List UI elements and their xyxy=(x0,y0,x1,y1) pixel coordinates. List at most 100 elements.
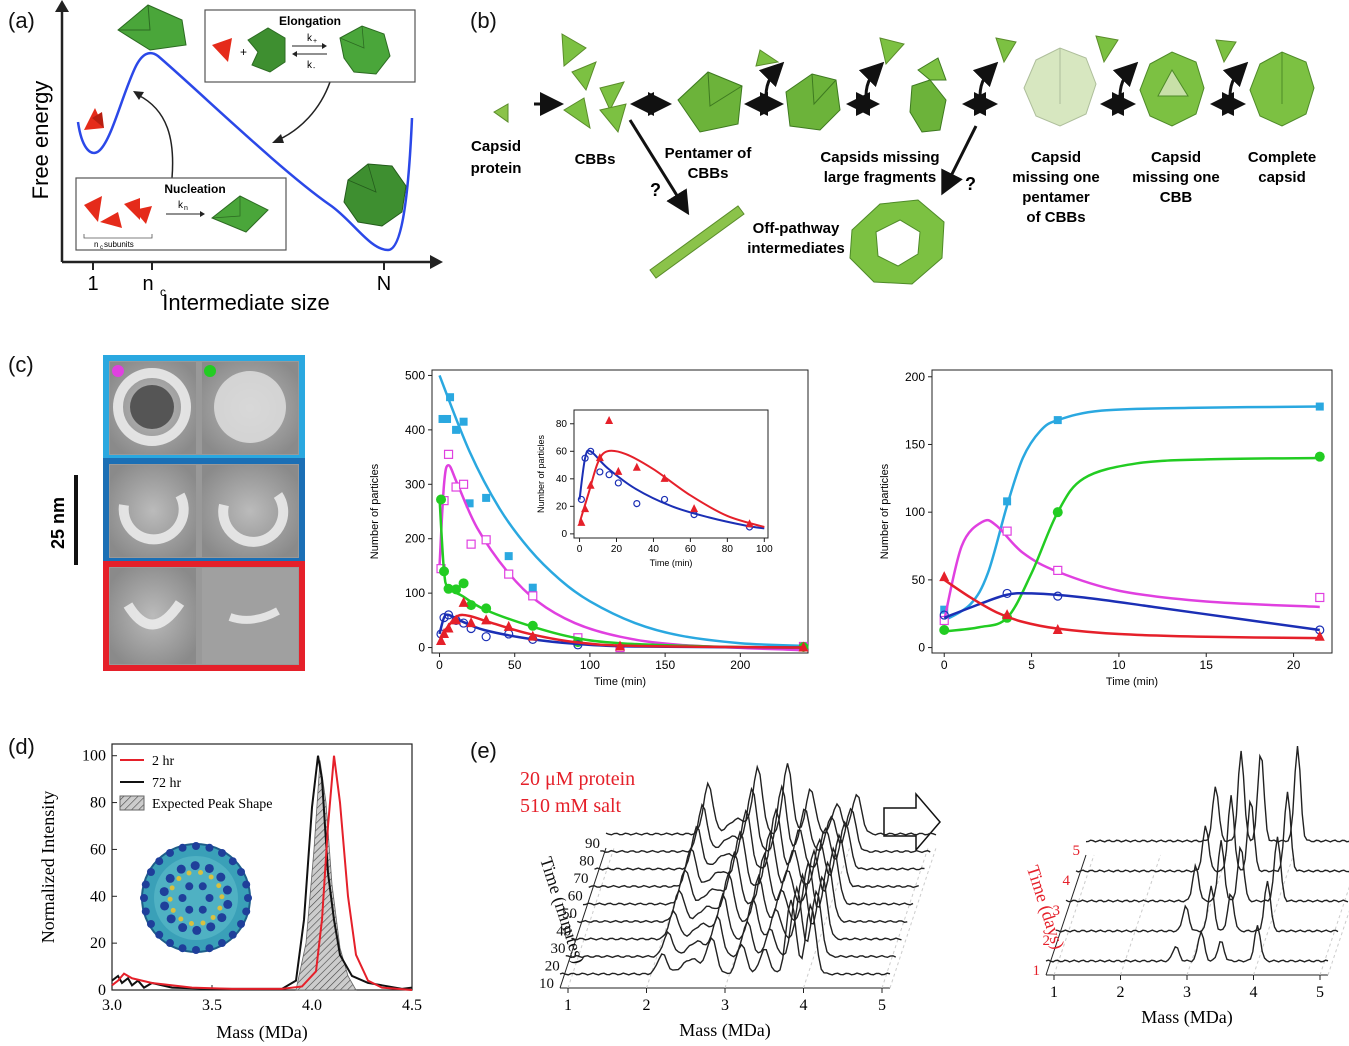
fit-curve xyxy=(943,405,1320,622)
fit-curve xyxy=(438,374,804,648)
data-point xyxy=(443,449,454,459)
depth-tick-label: 50 xyxy=(562,906,577,922)
capsid-missing-pentamer-icon xyxy=(1023,47,1097,127)
data-point xyxy=(798,641,809,652)
svg-text:+: + xyxy=(240,45,247,59)
x-tick-label: 15 xyxy=(1200,658,1214,672)
y-axis-label: Number of particles xyxy=(369,463,381,559)
svg-text:capsid: capsid xyxy=(1258,169,1306,186)
trace-line xyxy=(559,899,891,976)
data-point xyxy=(660,473,669,482)
y-tick-label: 200 xyxy=(905,370,925,384)
data-point xyxy=(939,610,949,620)
y-tick-label: 150 xyxy=(905,437,925,451)
x-tick-label: 20 xyxy=(611,544,623,555)
x-axis-label: Time (min) xyxy=(650,558,693,568)
data-point xyxy=(443,622,454,633)
data-point xyxy=(436,494,447,505)
data-point xyxy=(466,539,476,549)
trace-line xyxy=(1065,836,1349,903)
data-point xyxy=(527,630,538,641)
data-point xyxy=(586,480,595,489)
data-point xyxy=(939,624,950,635)
data-point xyxy=(465,499,474,508)
panel-a-x-arrow xyxy=(430,255,443,269)
data-point xyxy=(632,462,641,471)
svg-text:intermediates: intermediates xyxy=(747,240,845,257)
x-tick-label: 3 xyxy=(1183,984,1191,1001)
x-tick-label: 40 xyxy=(648,544,660,555)
y-tick-label: 500 xyxy=(405,368,425,382)
trace-line xyxy=(571,872,902,941)
grid-line xyxy=(881,847,929,989)
svg-text:missing one: missing one xyxy=(1012,169,1100,186)
series-line xyxy=(111,755,413,990)
marker-dot-green xyxy=(204,365,216,377)
data-point xyxy=(940,605,949,614)
data-point xyxy=(577,495,585,504)
x-tick-label: 5 xyxy=(1316,984,1324,1001)
depth-tick-label: 40 xyxy=(556,924,571,940)
legend-label: 2 hr xyxy=(152,754,175,769)
data-point xyxy=(438,414,447,423)
y-tick-label: 200 xyxy=(405,532,425,546)
data-point xyxy=(436,635,447,646)
depth-tick-label: 4 xyxy=(1063,873,1071,889)
data-point xyxy=(660,495,669,504)
svg-text:Off-pathway: Off-pathway xyxy=(753,220,840,237)
plot-frame xyxy=(573,409,769,539)
svg-text:of CBBs: of CBBs xyxy=(1026,209,1085,226)
x-tick-label: 60 xyxy=(685,544,697,555)
data-point xyxy=(466,617,477,628)
svg-text:Capsids missing: Capsids missing xyxy=(820,149,939,166)
x-tick-label: 2 xyxy=(1117,984,1125,1001)
marker-dot-magenta xyxy=(112,365,124,377)
depth-tick-label: 60 xyxy=(568,889,583,905)
x-tick-label: 4 xyxy=(1250,984,1258,1001)
data-point xyxy=(482,493,491,502)
svg-text:large fragments: large fragments xyxy=(824,169,937,186)
depth-tick-label: 2 xyxy=(1043,933,1051,949)
y-tick-label: 60 xyxy=(556,447,568,458)
depth-tick-label: 70 xyxy=(574,871,589,887)
panel-d-chart: 3.0 3.5 4.0 4.5 0 20 40 60 80 100 Mass (MDa) Normal… xyxy=(38,743,422,1043)
data-point xyxy=(581,504,590,513)
y-tick-label: 100 xyxy=(905,505,925,519)
y-tick-label: 40 xyxy=(90,888,106,905)
capsid-fragment-icon-1 xyxy=(785,73,841,131)
trace-line xyxy=(1055,880,1339,933)
complete-capsid-icon xyxy=(343,163,407,227)
y-tick-label: 20 xyxy=(556,502,568,513)
y-tick-label: 400 xyxy=(405,423,425,437)
panel-a-xtick-N: N xyxy=(377,273,391,295)
data-point xyxy=(439,627,450,638)
data-point xyxy=(458,596,469,607)
data-point xyxy=(605,471,613,479)
data-point xyxy=(1053,565,1063,576)
data-point xyxy=(481,632,491,642)
x-tick-label: 3 xyxy=(721,997,729,1014)
pentamer-icon xyxy=(677,71,743,133)
svg-text:k: k xyxy=(178,200,184,211)
off-pathway-rod-icon xyxy=(649,205,745,279)
svg-text:k: k xyxy=(307,33,313,44)
panel-a-label: (a) xyxy=(8,8,35,33)
data-point xyxy=(615,640,625,651)
y-axis-label: Number of particles xyxy=(536,434,546,513)
x-tick-label: 1 xyxy=(1050,984,1058,1001)
y-tick-label: 100 xyxy=(405,586,425,600)
data-point xyxy=(451,482,461,492)
y-tick-label: 0 xyxy=(561,529,567,540)
data-point xyxy=(466,600,477,611)
trace-line xyxy=(588,830,919,889)
fit-curve xyxy=(943,518,1320,621)
data-point xyxy=(1052,623,1063,634)
x-axis-label: Mass (MDa) xyxy=(1141,1007,1233,1028)
data-point xyxy=(504,552,513,561)
svg-text:CBBs: CBBs xyxy=(688,165,729,182)
capsid-missing-cbb-icon xyxy=(1139,51,1205,127)
annot-protein: 20 μM protein xyxy=(520,768,635,790)
